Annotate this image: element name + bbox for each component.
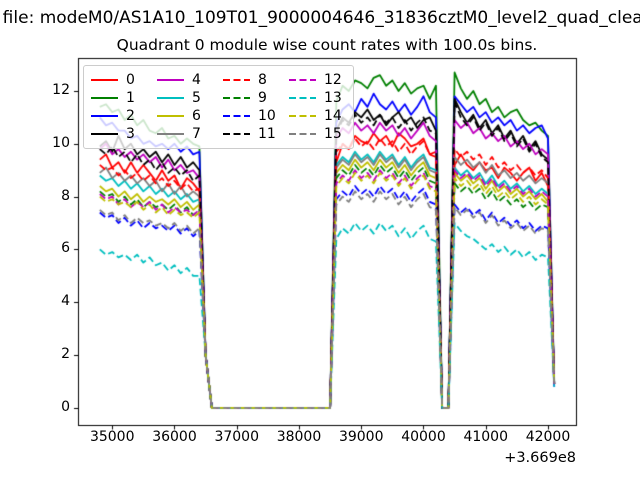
legend-line-sample — [91, 114, 118, 118]
legend-label: 1 — [126, 90, 135, 106]
x-tick-label: 38000 — [276, 429, 322, 445]
legend-item: 6 — [157, 107, 213, 125]
x-tick-label: 40000 — [401, 429, 446, 445]
legend-label: 3 — [126, 126, 135, 142]
legend-label: 6 — [192, 108, 201, 124]
legend-item: 13 — [289, 89, 345, 107]
y-tick-label: 10 — [52, 134, 70, 151]
legend-item: 0 — [91, 71, 147, 89]
legend-line-sample — [157, 114, 184, 118]
y-tick-label: 0 — [61, 398, 70, 415]
legend-label: 5 — [192, 90, 201, 106]
legend-label: 12 — [324, 72, 342, 88]
legend-line-sample — [157, 78, 184, 82]
legend-item: 7 — [157, 125, 213, 143]
legend-item: 1 — [91, 89, 147, 107]
y-tick-label: 12 — [52, 82, 70, 98]
legend-dashed-line-sample — [289, 114, 316, 118]
legend-dashed-line-sample — [223, 114, 250, 118]
legend-label: 9 — [258, 90, 267, 106]
legend-label: 13 — [324, 90, 342, 106]
legend-item: 15 — [289, 125, 345, 143]
y-tick-label: 4 — [61, 293, 70, 310]
x-tick-label: 37000 — [214, 429, 259, 445]
y-tick-label: 6 — [61, 240, 70, 257]
legend-dashed-line-sample — [223, 78, 250, 82]
legend-item: 4 — [157, 71, 213, 89]
legend-item: 2 — [91, 107, 147, 125]
legend-item: 12 — [289, 71, 345, 89]
legend-item: 10 — [223, 107, 279, 125]
legend-label: 14 — [324, 108, 342, 124]
legend-item: 3 — [91, 125, 147, 143]
x-tick-label: 35000 — [89, 429, 135, 445]
legend-dashed-line-sample — [289, 78, 316, 82]
legend-label: 15 — [324, 126, 342, 142]
legend-item: 14 — [289, 107, 345, 125]
legend-box: 0 1 2 3 4 5 6 7 8 9 10 11 12 13 14 15 — [83, 65, 354, 149]
legend-label: 8 — [258, 72, 267, 88]
legend-label: 2 — [126, 108, 135, 124]
legend-label: 7 — [192, 126, 201, 142]
legend-label: 10 — [258, 108, 276, 124]
legend-line-sample — [91, 132, 118, 136]
legend-item: 5 — [157, 89, 213, 107]
legend-label: 0 — [126, 72, 135, 88]
x-axis-offset-label: +3.669e8 — [504, 450, 576, 466]
legend-line-sample — [91, 78, 118, 82]
x-tick-label: 42000 — [525, 429, 571, 445]
legend-label: 11 — [258, 126, 276, 142]
legend-dashed-line-sample — [289, 96, 316, 100]
legend-dashed-line-sample — [223, 96, 250, 100]
x-tick-label: 36000 — [152, 429, 197, 445]
x-tick-label: 41000 — [463, 429, 508, 445]
x-tick-label: 39000 — [338, 429, 384, 445]
legend-item: 9 — [223, 89, 279, 107]
legend-item: 11 — [223, 125, 279, 143]
y-tick-label: 2 — [61, 346, 70, 363]
legend-dashed-line-sample — [223, 132, 250, 136]
legend-item: 8 — [223, 71, 279, 89]
y-tick-label: 8 — [61, 187, 70, 204]
legend-line-sample — [91, 96, 118, 100]
legend-label: 4 — [192, 72, 201, 88]
legend-line-sample — [157, 96, 184, 100]
legend-line-sample — [157, 132, 184, 136]
legend-dashed-line-sample — [289, 132, 316, 136]
